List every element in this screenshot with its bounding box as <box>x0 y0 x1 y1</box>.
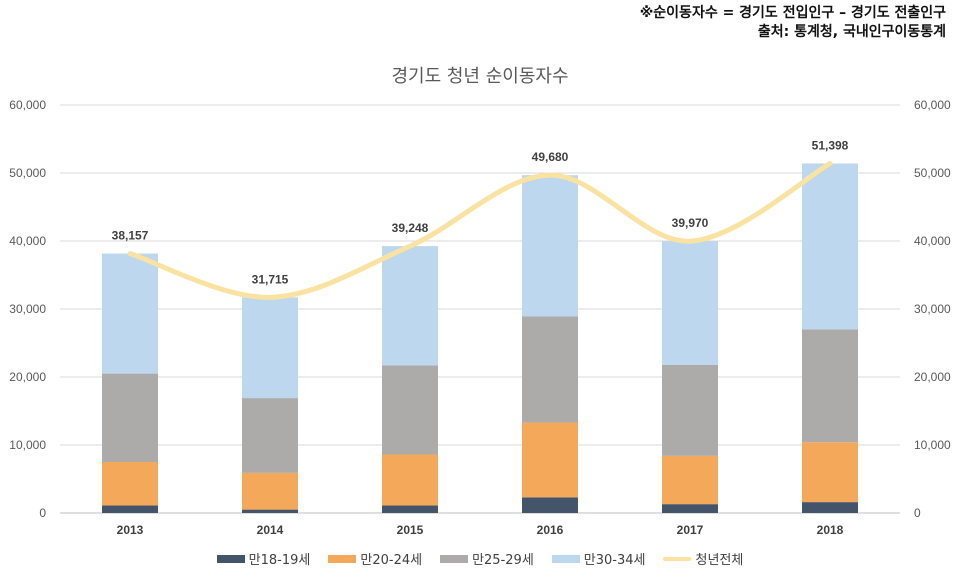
bar-segment <box>522 316 578 423</box>
legend-label: 만18-19세 <box>248 553 311 568</box>
bar-segment <box>382 505 438 513</box>
bar-segment <box>102 462 158 506</box>
y-tick-label: 0 <box>39 506 46 520</box>
data-label: 38,157 <box>112 229 149 243</box>
bar-segment <box>662 364 718 456</box>
axis-labels: 0 0 10,000 10,000 20,000 20,000 30,000 30,000 40… <box>9 98 951 537</box>
legend-swatch <box>328 554 357 563</box>
y-tick-label: 10,000 <box>9 438 46 452</box>
bar-segment <box>662 455 718 505</box>
bar-segment <box>242 509 298 513</box>
x-tick-label: 2014 <box>257 523 284 537</box>
y2-tick-label: 30,000 <box>914 302 951 316</box>
bar-segment <box>382 246 438 366</box>
y-tick-label: 60,000 <box>9 98 46 112</box>
x-tick-label: 2016 <box>537 523 564 537</box>
y2-tick-label: 20,000 <box>914 370 951 384</box>
total-line <box>127 160 833 300</box>
bar-segment <box>662 504 718 513</box>
total-series-line <box>127 160 833 300</box>
legend-item: 청년전체 <box>663 549 743 568</box>
legend-item: 만18-19세 <box>216 549 311 568</box>
y2-tick-label: 0 <box>914 506 921 520</box>
y2-tick-label: 50,000 <box>914 166 951 180</box>
bar-segment <box>242 398 298 473</box>
bar-group <box>102 163 858 513</box>
data-labels: 38,157 31,715 39,248 49,680 39,970 51,398 <box>112 138 849 286</box>
x-tick-label: 2013 <box>117 523 144 537</box>
x-tick-label: 2015 <box>397 523 424 537</box>
bar-segment <box>102 253 158 374</box>
legend-swatch <box>663 556 692 561</box>
source-note: ※순이동자수 = 경기도 전입인구 – 경기도 전출인구 출처: 통계청, 국내… <box>640 4 946 42</box>
data-label: 31,715 <box>252 272 289 286</box>
bar-segment <box>102 505 158 513</box>
x-tick-label: 2018 <box>817 523 844 537</box>
bar-segment <box>662 241 718 365</box>
legend-swatch <box>440 554 469 563</box>
bar-segment <box>522 175 578 317</box>
legend-item: 만20-24세 <box>328 549 422 568</box>
chart-title: 경기도 청년 순이동자수 <box>391 66 569 87</box>
y-tick-label: 30,000 <box>9 302 46 316</box>
source-text: 출처: 통계청, 국내인구이동통계 <box>757 24 946 40</box>
y-tick-label: 40,000 <box>9 234 46 248</box>
data-label: 49,680 <box>532 150 569 164</box>
bar-segment <box>382 454 438 506</box>
data-label: 39,970 <box>672 216 709 230</box>
bar-segment <box>802 329 858 443</box>
y2-tick-label: 10,000 <box>914 438 951 452</box>
legend-item: 만25-29세 <box>440 549 534 568</box>
bar-segment <box>522 497 578 513</box>
legend-label: 청년전체 <box>695 553 744 568</box>
formula-note: ※순이동자수 = 경기도 전입인구 – 경기도 전출인구 <box>639 5 946 21</box>
y-tick-label: 20,000 <box>9 370 46 384</box>
data-label: 39,248 <box>392 221 429 235</box>
bar-segment <box>242 297 298 399</box>
bar-segment <box>242 472 298 510</box>
legend-item: 만30-34세 <box>551 549 646 568</box>
legend-label: 만30-34세 <box>583 553 646 568</box>
data-label: 51,398 <box>812 138 849 152</box>
bar-segment <box>382 365 438 455</box>
legend-label: 만25-29세 <box>472 553 534 568</box>
bar-segment <box>802 502 858 513</box>
legend-label: 만20-24세 <box>360 553 423 568</box>
gridlines <box>60 104 900 514</box>
legend-swatch <box>216 554 245 563</box>
y2-tick-label: 40,000 <box>914 234 951 248</box>
legend-swatch <box>551 554 580 563</box>
legend: 만18-19세 만20-24세 만25-29세 만30-34세 청년전체 <box>0 549 960 568</box>
y-tick-label: 50,000 <box>9 166 46 180</box>
bar-segment <box>522 422 578 498</box>
x-tick-label: 2017 <box>677 523 704 537</box>
bar-segment <box>802 442 858 503</box>
y2-tick-label: 60,000 <box>914 98 951 112</box>
bar-segment <box>802 163 858 330</box>
bar-segment <box>102 373 158 462</box>
